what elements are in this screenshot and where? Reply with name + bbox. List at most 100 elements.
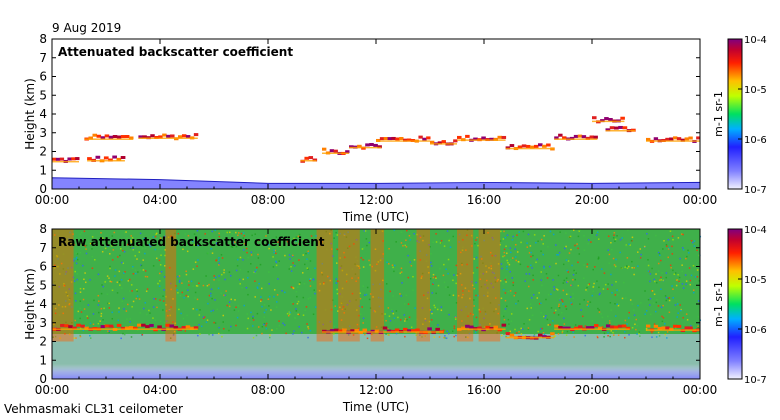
noise-pixel (73, 280, 76, 282)
noise-pixel (307, 268, 309, 270)
noise-pixel (196, 265, 198, 267)
cloud-layer (574, 326, 579, 330)
cloud-layer (158, 135, 163, 139)
noise-pixel (298, 326, 301, 328)
noise-pixel (689, 279, 692, 282)
noise-pixel (586, 304, 589, 306)
noise-pixel (195, 285, 198, 287)
noise-pixel (198, 314, 201, 316)
noise-pixel (240, 240, 243, 243)
noise-pixel (69, 329, 72, 332)
noise-pixel (432, 273, 435, 276)
noise-pixel (399, 319, 402, 321)
noise-pixel (56, 255, 58, 257)
noise-pixel (681, 264, 683, 266)
noise-pixel (624, 336, 626, 339)
cloud-layer (377, 145, 382, 149)
noise-pixel (406, 229, 408, 232)
noise-pixel (686, 255, 688, 258)
noise-pixel (81, 243, 83, 246)
cloud-layer (383, 137, 389, 141)
noise-pixel (118, 281, 121, 283)
noise-pixel (73, 337, 76, 339)
noise-pixel (446, 330, 448, 333)
noise-pixel (165, 289, 168, 292)
cloud-layer (55, 157, 61, 161)
noise-pixel (65, 291, 67, 294)
noise-pixel (404, 244, 406, 247)
noise-pixel (664, 295, 667, 297)
noise-pixel (401, 282, 403, 284)
noise-pixel (492, 286, 495, 289)
y-tick-label: 7 (39, 241, 47, 255)
noise-pixel (662, 248, 664, 250)
noise-pixel (127, 303, 129, 306)
date-label: 9 Aug 2019 (52, 21, 121, 35)
noise-pixel (131, 306, 133, 308)
noise-pixel (239, 283, 241, 285)
noise-pixel (607, 334, 609, 337)
noise-pixel (93, 299, 95, 302)
noise-pixel (412, 289, 414, 291)
noise-pixel (467, 336, 469, 339)
noise-pixel (489, 262, 492, 265)
cloud-layer (80, 324, 85, 328)
cloud-layer (95, 155, 101, 159)
noise-pixel (149, 312, 151, 314)
noise-pixel (191, 240, 194, 242)
panel-1-colorbar-ticks: 10-710-610-510-4 (738, 35, 767, 196)
y-tick-label: 3 (39, 316, 47, 330)
noise-pixel (672, 297, 675, 299)
noise-pixel (179, 294, 182, 297)
noise-pixel (197, 244, 199, 247)
noise-pixel (624, 297, 627, 299)
noise-pixel (174, 232, 176, 235)
noise-pixel (53, 234, 56, 236)
noise-pixel (295, 310, 298, 312)
noise-pixel (144, 302, 147, 304)
noise-pixel (553, 312, 556, 314)
noise-pixel (79, 335, 82, 338)
cloud-layer (141, 323, 146, 327)
noise-pixel (664, 333, 666, 336)
noise-pixel (322, 323, 324, 326)
noise-pixel (288, 313, 291, 315)
noise-pixel (57, 258, 59, 260)
noise-pixel (304, 309, 306, 312)
noise-pixel (369, 307, 372, 309)
noise-pixel (198, 323, 200, 326)
noise-pixel (439, 242, 442, 244)
noise-pixel (491, 236, 494, 239)
noise-pixel (362, 258, 364, 261)
noise-pixel (358, 327, 360, 330)
noise-pixel (251, 234, 253, 237)
noise-pixel (298, 233, 301, 236)
noise-pixel (429, 246, 431, 248)
cloud-layer (333, 149, 338, 153)
cloud-layer (100, 136, 106, 140)
noise-pixel (550, 293, 552, 295)
noise-pixel (256, 312, 259, 315)
noise-pixel (235, 231, 237, 234)
noise-pixel (466, 263, 468, 266)
noise-pixel (500, 297, 503, 300)
noise-pixel (472, 236, 474, 238)
noise-pixel (242, 232, 245, 234)
noise-pixel (255, 269, 257, 271)
noise-pixel (356, 264, 358, 267)
noise-pixel (113, 231, 116, 234)
noise-pixel (649, 273, 652, 275)
cloud-layer-base (52, 328, 198, 330)
noise-pixel (333, 333, 335, 335)
noise-pixel (156, 232, 158, 235)
noise-pixel (69, 297, 71, 300)
noise-pixel (343, 256, 346, 259)
noise-pixel (416, 233, 418, 236)
noise-pixel (275, 252, 277, 255)
cloud-layer (617, 324, 623, 328)
noise-pixel (624, 319, 627, 322)
noise-pixel (108, 331, 110, 334)
cloud-layer (116, 135, 122, 139)
cloud-layer (688, 136, 693, 140)
noise-pixel (391, 264, 394, 266)
